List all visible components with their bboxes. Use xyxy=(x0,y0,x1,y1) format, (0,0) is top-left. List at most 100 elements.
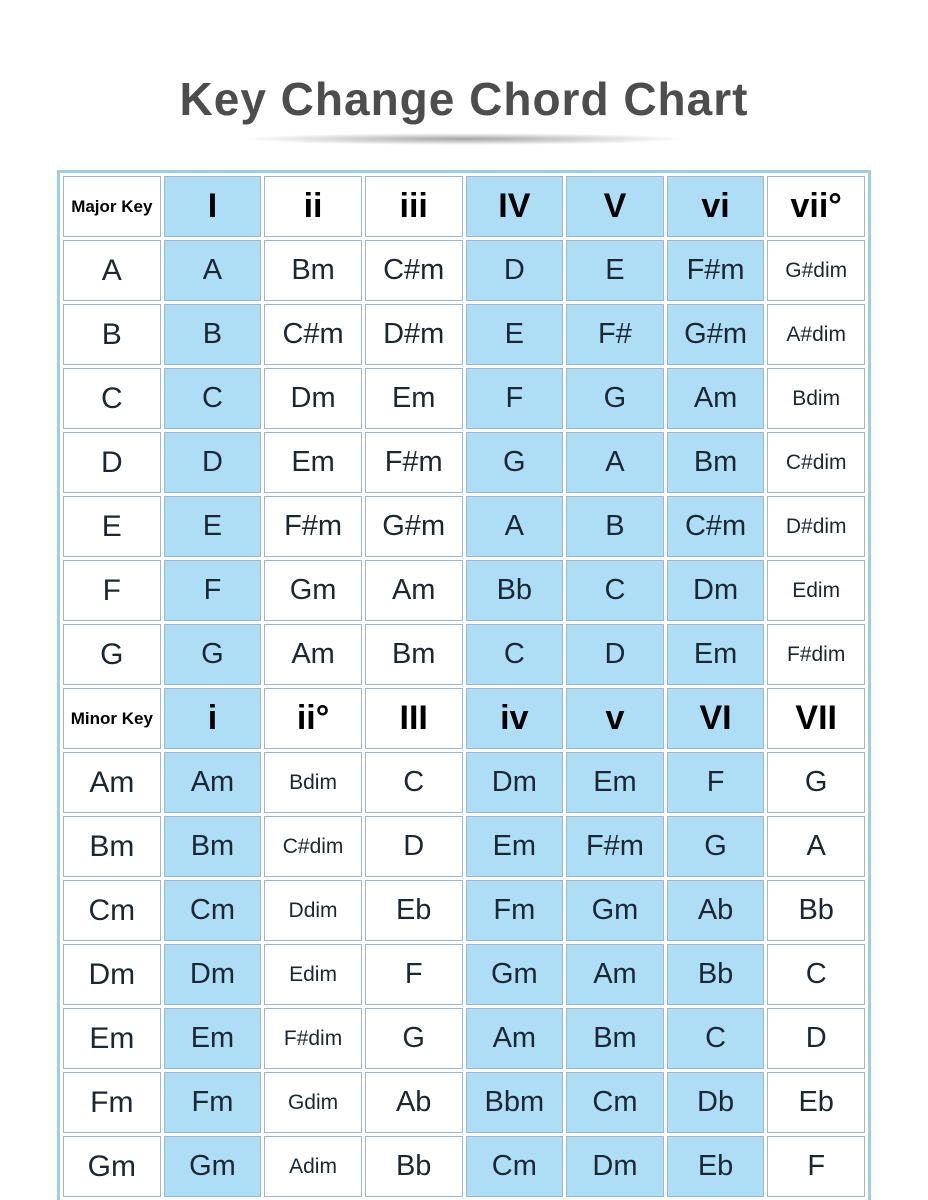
chord-cell: Fm xyxy=(465,880,564,941)
chord-cell: G#m xyxy=(666,304,765,365)
chord-cell: F#m xyxy=(666,240,765,301)
chord-cell: A xyxy=(163,240,262,301)
chord-cell: F#m xyxy=(364,432,463,493)
chord-cell: F xyxy=(767,1136,865,1197)
chord-cell: Am xyxy=(465,1008,564,1069)
column-header-cell: iv xyxy=(465,688,564,749)
chord-cell: G#m xyxy=(364,496,463,557)
section-label-cell: Major Key xyxy=(63,176,161,237)
chord-cell: A xyxy=(767,816,865,877)
table-row: Cm Cm Ddim Eb Fm Gm Ab Bb xyxy=(63,880,865,941)
chord-cell: E xyxy=(163,496,262,557)
chord-cell: Em xyxy=(264,432,362,493)
chord-cell: G xyxy=(364,1008,463,1069)
chord-cell: C xyxy=(566,560,664,621)
chord-cell: Cm xyxy=(163,880,262,941)
chord-cell: Ab xyxy=(364,1072,463,1133)
chord-cell: Bm xyxy=(666,432,765,493)
chord-cell: Dm xyxy=(264,368,362,429)
chord-cell: A#dim xyxy=(767,304,865,365)
chord-cell: G xyxy=(163,624,262,685)
column-header-cell: IV xyxy=(465,176,564,237)
key-cell: Cm xyxy=(63,880,161,941)
chord-cell: Bm xyxy=(264,240,362,301)
chord-cell: Dm xyxy=(666,560,765,621)
chord-cell: Bbm xyxy=(465,1072,564,1133)
chord-cell: C xyxy=(364,752,463,813)
chord-cell: Cm xyxy=(465,1136,564,1197)
chord-cell: C#m xyxy=(264,304,362,365)
chord-cell: G xyxy=(666,816,765,877)
chord-cell: C#m xyxy=(666,496,765,557)
chord-cell: Gm xyxy=(566,880,664,941)
table-row: F F Gm Am Bb C Dm Edim xyxy=(63,560,865,621)
key-cell: Dm xyxy=(63,944,161,1005)
chord-cell: G xyxy=(566,368,664,429)
column-header-cell: vii° xyxy=(767,176,865,237)
chord-cell: C#dim xyxy=(264,816,362,877)
chord-cell: G#dim xyxy=(767,240,865,301)
column-header-cell: V xyxy=(566,176,664,237)
table-row: Dm Dm Edim F Gm Am Bb C xyxy=(63,944,865,1005)
column-header-cell: ii° xyxy=(264,688,362,749)
chord-cell: D xyxy=(767,1008,865,1069)
chord-cell: Ddim xyxy=(264,880,362,941)
column-header-cell: I xyxy=(163,176,262,237)
chord-cell: Am xyxy=(264,624,362,685)
chord-cell: E xyxy=(465,304,564,365)
chord-cell: Dm xyxy=(566,1136,664,1197)
chord-cell: Eb xyxy=(364,880,463,941)
column-header-cell: i xyxy=(163,688,262,749)
chord-cell: Edim xyxy=(767,560,865,621)
chord-cell: Ab xyxy=(666,880,765,941)
chord-cell: D xyxy=(364,816,463,877)
chord-cell: C#dim xyxy=(767,432,865,493)
chord-cell: Bb xyxy=(465,560,564,621)
chord-cell: Cm xyxy=(566,1072,664,1133)
table-row: Fm Fm Gdim Ab Bbm Cm Db Eb xyxy=(63,1072,865,1133)
chord-cell: F xyxy=(666,752,765,813)
chord-cell: D xyxy=(566,624,664,685)
chord-cell: C xyxy=(465,624,564,685)
chord-cell: D xyxy=(465,240,564,301)
chord-cell: Em xyxy=(566,752,664,813)
table-row: Bm Bm C#dim D Em F#m G A xyxy=(63,816,865,877)
key-cell: Bm xyxy=(63,816,161,877)
chord-cell: F xyxy=(364,944,463,1005)
chord-cell: Edim xyxy=(264,944,362,1005)
chord-cell: C xyxy=(767,944,865,1005)
chord-cell: F#m xyxy=(566,816,664,877)
column-header-cell: VII xyxy=(767,688,865,749)
chord-cell: Bb xyxy=(666,944,765,1005)
table-row: D D Em F#m G A Bm C#dim xyxy=(63,432,865,493)
chord-cell: Am xyxy=(566,944,664,1005)
chord-cell: F xyxy=(465,368,564,429)
chord-cell: Em xyxy=(465,816,564,877)
chord-cell: C xyxy=(666,1008,765,1069)
chord-cell: Adim xyxy=(264,1136,362,1197)
chord-cell: Am xyxy=(163,752,262,813)
key-cell: E xyxy=(63,496,161,557)
chord-cell: Bdim xyxy=(264,752,362,813)
chord-cell: Bdim xyxy=(767,368,865,429)
chord-cell: Eb xyxy=(767,1072,865,1133)
column-header-cell: VI xyxy=(666,688,765,749)
chord-cell: A xyxy=(566,432,664,493)
chord-cell: Dm xyxy=(163,944,262,1005)
key-cell: D xyxy=(63,432,161,493)
chord-cell: F xyxy=(163,560,262,621)
chord-cell: B xyxy=(163,304,262,365)
key-cell: F xyxy=(63,560,161,621)
chord-cell: Em xyxy=(666,624,765,685)
chord-cell: Gdim xyxy=(264,1072,362,1133)
key-cell: C xyxy=(63,368,161,429)
table-row: A A Bm C#m D E F#m G#dim xyxy=(63,240,865,301)
key-cell: Fm xyxy=(63,1072,161,1133)
column-header-cell: v xyxy=(566,688,664,749)
table-row: Am Am Bdim C Dm Em F G xyxy=(63,752,865,813)
chord-cell: F# xyxy=(566,304,664,365)
chord-cell: A xyxy=(465,496,564,557)
